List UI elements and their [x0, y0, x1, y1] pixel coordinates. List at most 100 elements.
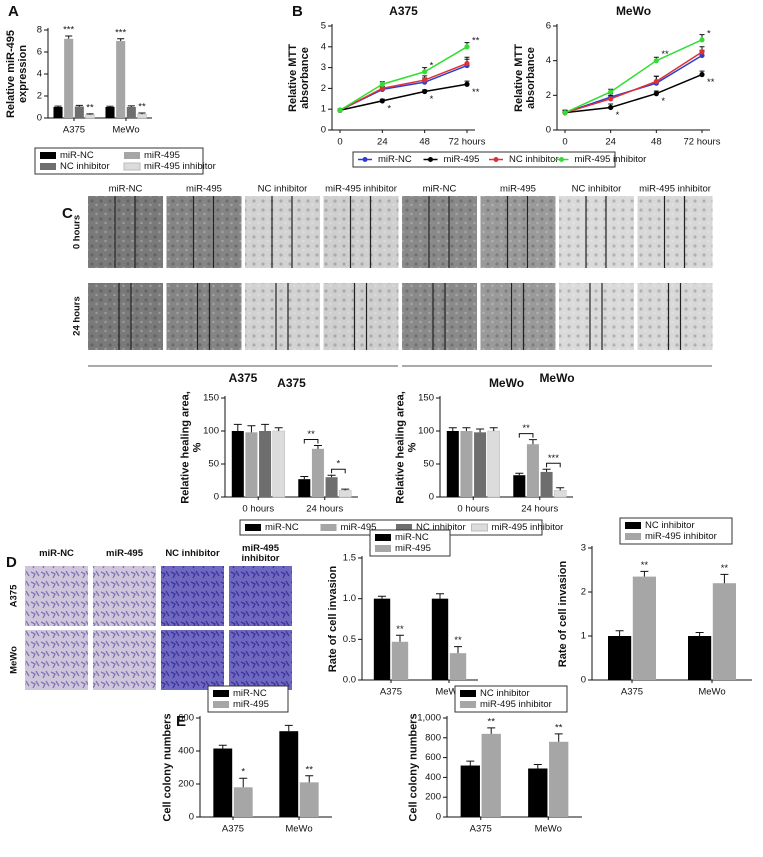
- significance-label: **: [472, 87, 480, 98]
- error-bar: [436, 593, 445, 599]
- bar: [259, 431, 272, 497]
- legend-label: miR-NC: [233, 688, 267, 699]
- error-bar: [466, 760, 475, 766]
- error-bar: [556, 487, 565, 491]
- significance-label: *: [241, 767, 245, 778]
- y-tick-label: 3: [321, 62, 326, 73]
- legend-label: NC inhibitor: [645, 520, 695, 531]
- micrograph-texture: [245, 196, 320, 268]
- error-bar: [65, 35, 73, 39]
- y-tick-label: 5: [321, 21, 326, 32]
- y-tick-label: 50: [423, 459, 434, 470]
- legend-label: miR-495 inhibitor: [144, 161, 216, 172]
- bar: [213, 748, 233, 817]
- y-tick-label: 600: [425, 752, 441, 763]
- significance-label: **: [522, 423, 530, 434]
- y-axis-label-box: Relative healing area, %: [394, 391, 418, 504]
- significance-label: *: [387, 103, 391, 114]
- significance-label: **: [555, 722, 563, 733]
- significance-label: **: [488, 716, 496, 727]
- error-bar: [695, 631, 704, 636]
- column-header-box: NC inhibitor: [165, 549, 219, 559]
- y-axis-label-box: Relative MTT absorbance: [513, 44, 537, 112]
- data-point: [562, 110, 568, 116]
- significance-bracket: [303, 439, 319, 444]
- row-label: 24 hours: [72, 296, 83, 336]
- panel-label: E: [176, 713, 186, 730]
- y-tick-label: 3: [581, 543, 586, 554]
- error-bar: [86, 113, 94, 115]
- y-axis-label-box: Cell colony numbers: [161, 713, 173, 821]
- significance-label: **: [707, 77, 715, 88]
- y-tick-label: 2: [581, 587, 586, 598]
- micrograph-texture: [93, 566, 156, 626]
- y-tick-label: 0.5: [343, 634, 356, 645]
- bar: [632, 576, 656, 680]
- series-line: [339, 83, 468, 111]
- error-bar: [239, 777, 248, 788]
- y-tick-label: 6: [37, 47, 42, 58]
- series-line: [339, 62, 468, 111]
- error-bar: [274, 427, 283, 431]
- micrograph-texture: [637, 283, 713, 350]
- error-bar: [453, 646, 462, 654]
- y-tick-label: 0.0: [343, 675, 356, 686]
- bar: [474, 432, 487, 497]
- micrograph-texture: [480, 283, 556, 350]
- x-tick-label: A375: [63, 125, 85, 136]
- x-tick-label: MeWo: [285, 824, 312, 835]
- y-tick-label: 1: [581, 631, 586, 642]
- bar: [64, 38, 74, 118]
- legend-label: miR-495: [233, 699, 269, 710]
- bar: [338, 490, 352, 498]
- data-point: [699, 49, 705, 55]
- legend-swatch: [375, 534, 391, 541]
- significance-label: **: [138, 102, 146, 113]
- y-axis-label-box: Relative miR-495 expression: [5, 30, 29, 118]
- axis: [47, 28, 152, 119]
- error-bar: [476, 428, 485, 433]
- micrograph-texture: [402, 283, 477, 350]
- axis: [331, 24, 475, 131]
- legend-swatch: [396, 524, 412, 531]
- bar: [391, 641, 409, 680]
- legend-label: miR-495: [341, 522, 377, 533]
- error-bar: [720, 573, 729, 584]
- legend-marker: [493, 157, 499, 162]
- error-bar: [533, 764, 542, 769]
- bar: [272, 430, 285, 498]
- legend-label: miR-495 inhibitor: [492, 522, 564, 533]
- legend-swatch: [460, 701, 476, 708]
- y-axis-label: Cell colony numbers: [407, 713, 420, 822]
- bar: [449, 653, 467, 680]
- bar: [231, 431, 244, 497]
- legend-label: miR-495: [444, 154, 480, 165]
- column-header: miR-NC: [39, 548, 74, 560]
- error-bar: [489, 427, 498, 431]
- legend-label: miR-495: [395, 543, 431, 554]
- bar: [325, 477, 338, 497]
- legend-swatch: [320, 524, 337, 531]
- x-tick-label: MeWo: [535, 824, 562, 835]
- bar: [137, 113, 147, 119]
- y-tick-label: 0: [429, 492, 434, 503]
- group-label: MeWo: [539, 371, 574, 385]
- column-header: miR-495: [106, 548, 143, 560]
- significance-label: **: [472, 35, 480, 46]
- y-tick-label: 0: [321, 125, 326, 136]
- panel-label: C: [62, 205, 73, 222]
- y-tick-label: 2: [321, 83, 326, 94]
- row-label: A375: [9, 584, 20, 607]
- x-tick-label: 24 hours: [306, 504, 343, 515]
- micrograph-texture: [93, 630, 156, 690]
- bar: [712, 583, 736, 680]
- data-point: [422, 88, 428, 95]
- chart-title: A375: [277, 376, 306, 390]
- y-tick-label: 400: [425, 772, 441, 783]
- legend-swatch: [375, 545, 391, 552]
- error-bar: [247, 425, 256, 433]
- significance-label: *: [337, 459, 341, 470]
- legend-label: miR-495 inhibitor: [480, 699, 552, 710]
- chart-title: MeWo: [616, 4, 651, 18]
- bar: [481, 733, 501, 817]
